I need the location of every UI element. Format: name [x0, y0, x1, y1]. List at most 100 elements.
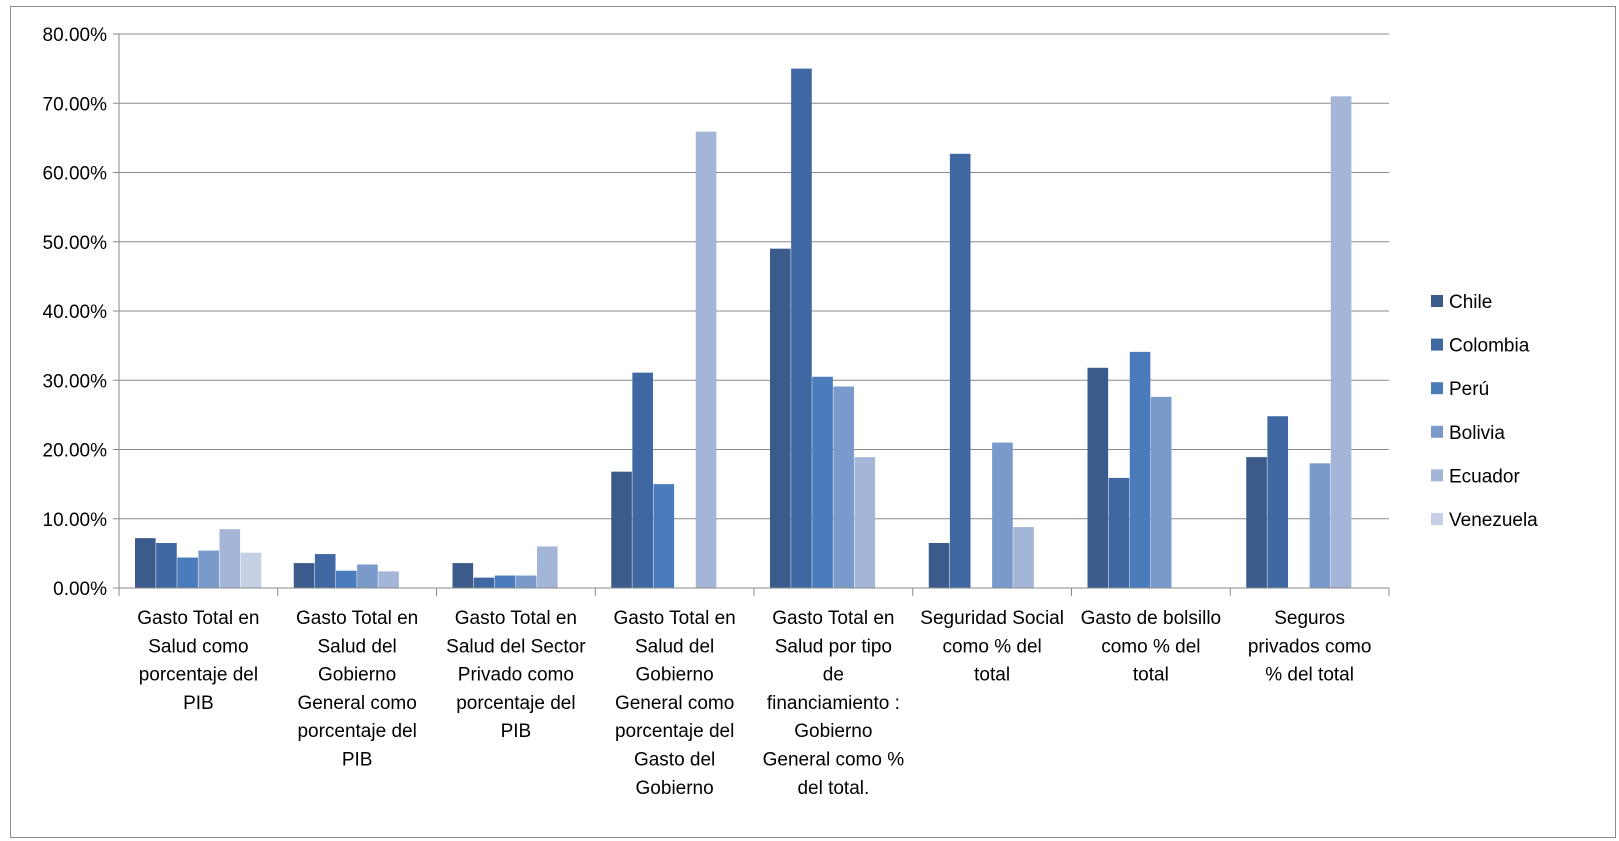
bar-chile [1087, 367, 1109, 588]
x-category-label-line: General como % [763, 750, 905, 771]
x-category-label-line: Gasto Total en [772, 608, 894, 629]
bar-bolivia [992, 442, 1013, 588]
legend-label-colombia: Colombia [1449, 336, 1530, 357]
x-category-label-line: Gasto Total en [296, 608, 418, 629]
x-category-label-line: de [823, 665, 844, 686]
bar-colombia [1267, 416, 1288, 588]
bar-perú [653, 484, 675, 588]
bar-bolivia [1309, 463, 1331, 588]
x-category-label: Gasto Total en Salud como porcentaje del PI… [137, 608, 259, 714]
x-category-label-line: PIB [183, 693, 214, 714]
legend-label-bolivia: Bolivia [1449, 423, 1505, 444]
x-category-label-line: total [1133, 665, 1169, 686]
x-category-label: Gasto Total en Salud por tipo de financiami… [763, 608, 905, 799]
bar-ecuador [537, 546, 558, 588]
x-category-label-line: Salud del [318, 636, 397, 657]
bar-colombia [791, 68, 812, 588]
x-category-label-line: PIB [501, 721, 532, 742]
y-tick-label: 10.00% [43, 510, 108, 531]
bar-bolivia [515, 575, 537, 588]
bar-colombia [949, 153, 971, 589]
x-category-label-line: Gobierno [794, 721, 872, 742]
x-category-label-line: financiamiento : [767, 693, 900, 714]
legend: Chile Colombia Perú Bolivia Ecuador Venezuela [1431, 292, 1538, 531]
x-category-label-line: como % del [1101, 636, 1200, 657]
legend-swatch-chile [1431, 295, 1443, 307]
x-category-label-line: Salud por tipo [775, 636, 892, 657]
x-category-label-line: General como [615, 693, 734, 714]
x-category-label-line: Salud del [635, 636, 714, 657]
axes: 0.00% 10.00% 20.00% 30.00% 40.00% 50.00% 60.00… [43, 25, 1390, 799]
x-category-label: Gasto Total en Salud del Gobierno General c… [296, 608, 418, 771]
y-tick-label: 50.00% [43, 233, 108, 254]
x-category-label-line: Gasto Total en [614, 608, 736, 629]
x-category-label-line: porcentaje del [139, 665, 258, 686]
legend-swatch-ecuador [1431, 469, 1443, 482]
bar-ecuador [1013, 527, 1034, 588]
x-category-label-line: % del total [1265, 665, 1354, 686]
x-category-label-line: porcentaje del [615, 721, 734, 742]
x-category-label-line: Salud como [148, 636, 248, 657]
x-category-label-line: Gasto de bolsillo [1081, 608, 1221, 629]
x-category-label-line: porcentaje del [297, 721, 416, 742]
x-category-label-line: Salud del Sector [446, 636, 586, 657]
x-category-label-line: PIB [342, 750, 373, 771]
bar-colombia [473, 577, 495, 588]
legend-swatch-perú [1431, 382, 1443, 395]
x-category-label-line: General como [297, 693, 416, 714]
x-category-label-line: Gobierno [318, 665, 396, 686]
bar-bolivia [1150, 396, 1172, 588]
bar-ecuador [854, 457, 876, 588]
bar-colombia [632, 372, 653, 588]
x-category-label-line: total [974, 665, 1010, 686]
y-tick-label: 80.00% [43, 25, 108, 46]
bars [135, 68, 1352, 589]
bar-perú [177, 557, 198, 588]
y-tick-label: 70.00% [43, 94, 108, 115]
legend-label-ecuador: Ecuador [1449, 466, 1520, 487]
x-category-label-line: porcentaje del [456, 693, 575, 714]
x-category-label-line: Gobierno [636, 778, 714, 799]
y-tick-label: 20.00% [43, 441, 108, 462]
bar-bolivia [198, 550, 219, 588]
legend-swatch-venezuela [1431, 513, 1443, 525]
bar-bolivia [833, 386, 854, 588]
bar-chile [135, 538, 156, 588]
bar-chile [611, 471, 632, 588]
legend-label-chile: Chile [1449, 292, 1492, 313]
y-tick-label: 60.00% [43, 164, 108, 185]
y-tick-label: 40.00% [43, 302, 108, 323]
x-category-label: Gasto Total en Salud del Gobierno General c… [614, 608, 736, 799]
bar-chile [293, 563, 315, 588]
bar-chile [452, 563, 474, 588]
bar-bolivia [357, 564, 378, 588]
legend-label-venezuela: Venezuela [1449, 510, 1538, 531]
x-category-label-line: Gasto Total en [137, 608, 259, 629]
gridlines [119, 33, 1389, 520]
legend-swatch-colombia [1431, 338, 1443, 351]
x-category-label-line: privados como [1248, 636, 1372, 657]
x-category-label-line: Seguros [1274, 608, 1345, 629]
x-category-label: Seguridad Social como % del total [920, 608, 1064, 686]
x-category-label-line: Seguridad Social [920, 608, 1064, 629]
legend-swatch-bolivia [1431, 425, 1443, 438]
bar-colombia [156, 542, 177, 588]
x-category-label-line: del total. [797, 778, 869, 799]
x-category-label-line: como % del [942, 636, 1041, 657]
x-category-label-line: Gasto Total en [455, 608, 577, 629]
bar-perú [812, 376, 833, 588]
x-category-label-line: Gasto del [634, 750, 715, 771]
bar-ecuador [1330, 96, 1352, 588]
x-category-label: Seguros privados como % del total [1248, 608, 1372, 686]
bar-ecuador [695, 131, 717, 588]
bar-chile [770, 248, 791, 589]
bar-chile [928, 542, 950, 588]
legend-label-perú: Perú [1449, 379, 1489, 400]
bar-colombia [1108, 477, 1130, 588]
y-tick-label: 0.00% [53, 579, 107, 600]
bar-ecuador [378, 571, 399, 588]
x-category-label-line: Gobierno [636, 665, 714, 686]
y-tick-label: 30.00% [43, 371, 108, 392]
x-category-label: Gasto de bolsillo como % del total [1081, 608, 1221, 686]
